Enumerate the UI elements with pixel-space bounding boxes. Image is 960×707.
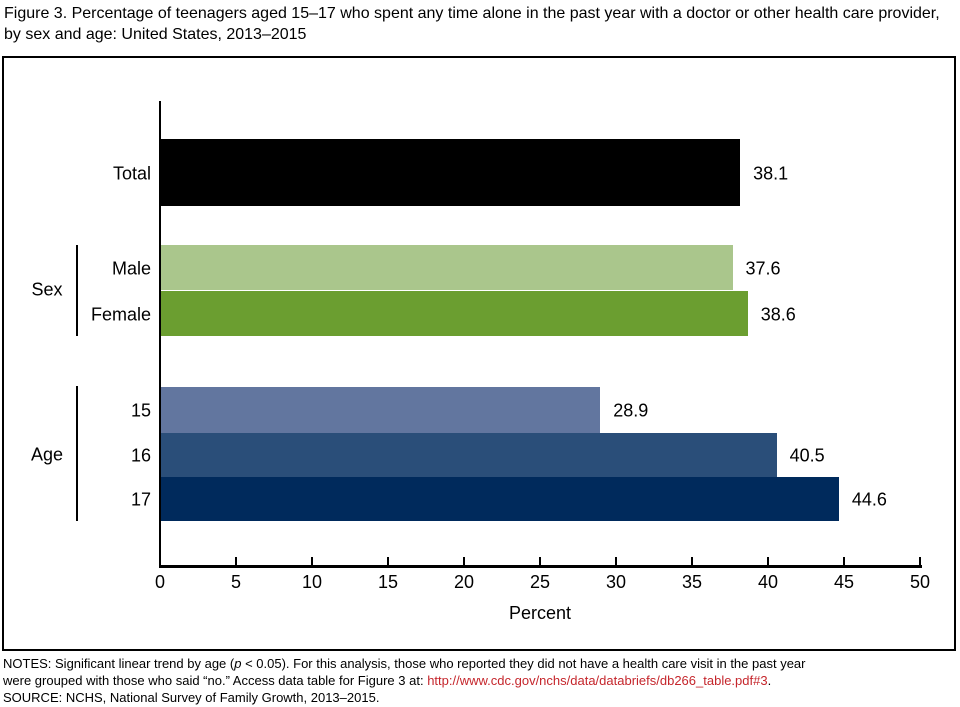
x-tick-label: 30	[605, 572, 627, 592]
figure-title: Figure 3. Percentage of teenagers aged 1…	[4, 5, 940, 43]
x-tick	[843, 557, 845, 565]
x-tick-label: 15	[377, 572, 399, 592]
x-axis-title: Percent	[508, 603, 572, 623]
x-tick	[539, 557, 541, 565]
y-axis-line	[159, 101, 161, 565]
italic-p: p	[234, 656, 242, 671]
x-tick-label: 50	[909, 572, 931, 592]
x-tick	[615, 557, 617, 565]
category-label-17: 17	[130, 489, 151, 510]
group-label-sex: Sex	[31, 279, 63, 300]
x-tick	[311, 557, 313, 565]
bar-15	[161, 387, 601, 433]
x-tick	[387, 557, 389, 565]
x-tick	[919, 557, 921, 565]
x-tick-label: 5	[230, 572, 241, 592]
notes-line-1: NOTES: Significant linear trend by age (…	[3, 656, 806, 671]
x-tick	[235, 557, 237, 565]
group-bracket-age	[76, 386, 78, 521]
bar-female	[161, 291, 748, 336]
bar-total	[161, 139, 741, 206]
x-tick-label: 0	[154, 572, 165, 592]
x-axis-line	[159, 565, 922, 568]
source-line: SOURCE: NCHS, National Survey of Family …	[3, 690, 380, 705]
x-tick-label: 25	[529, 572, 551, 592]
value-label-16: 40.5	[789, 445, 825, 466]
bar-16	[161, 433, 777, 477]
x-tick	[159, 557, 161, 565]
x-tick-label: 40	[757, 572, 779, 592]
category-label-male: Male	[111, 258, 151, 278]
notes-line-2: were grouped with those who said “no.” A…	[3, 673, 772, 688]
group-bracket-sex	[76, 245, 78, 336]
value-label-male: 37.6	[745, 258, 781, 278]
category-label-female: Female	[90, 304, 151, 324]
value-label-15: 28.9	[613, 400, 649, 421]
x-tick-label: 45	[833, 572, 855, 592]
x-tick	[463, 557, 465, 565]
x-tick-label: 35	[681, 572, 703, 592]
category-label-15: 15	[130, 400, 151, 421]
bar-male	[161, 245, 733, 290]
bar-17	[161, 477, 839, 521]
value-label-17: 44.6	[851, 489, 887, 510]
category-label-16: 16	[130, 445, 151, 466]
x-tick	[691, 557, 693, 565]
figure-notes: NOTES: Significant linear trend by age (…	[3, 655, 957, 706]
category-label-total: Total	[112, 163, 151, 183]
x-tick-label: 20	[453, 572, 475, 592]
x-tick-label: 10	[301, 572, 323, 592]
value-label-female: 38.6	[760, 304, 796, 324]
group-label-age: Age	[30, 444, 64, 465]
x-tick	[767, 557, 769, 565]
data-table-link[interactable]: http://www.cdc.gov/nchs/data/databriefs/…	[427, 673, 768, 688]
value-label-total: 38.1	[753, 163, 789, 183]
